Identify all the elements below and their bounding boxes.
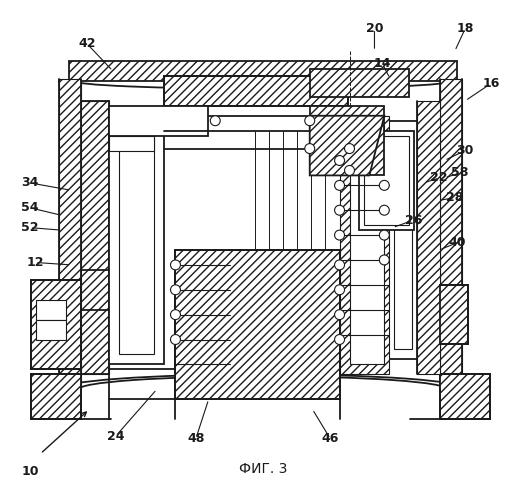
- Text: ФИГ. 3: ФИГ. 3: [239, 462, 287, 476]
- Bar: [309, 69, 409, 97]
- Text: 34: 34: [21, 176, 39, 190]
- Bar: [176, 250, 340, 399]
- Bar: [340, 116, 389, 374]
- Text: 28: 28: [446, 192, 464, 204]
- Circle shape: [334, 180, 344, 190]
- Circle shape: [170, 260, 180, 270]
- Circle shape: [210, 116, 220, 126]
- Bar: [109, 106, 208, 136]
- Text: 18: 18: [456, 22, 474, 35]
- Bar: [364, 136, 409, 225]
- Bar: [440, 374, 490, 419]
- Polygon shape: [309, 116, 384, 176]
- Text: 42: 42: [78, 37, 96, 50]
- Bar: [59, 79, 81, 387]
- Circle shape: [305, 116, 315, 126]
- Circle shape: [170, 310, 180, 320]
- Circle shape: [379, 230, 389, 240]
- Bar: [69, 61, 457, 81]
- Text: 54: 54: [21, 201, 39, 214]
- Bar: [31, 280, 81, 370]
- Bar: [36, 320, 66, 340]
- Text: 20: 20: [366, 22, 383, 35]
- Text: 12: 12: [27, 256, 44, 269]
- Text: 52: 52: [21, 221, 39, 234]
- Text: 14: 14: [374, 57, 391, 70]
- Circle shape: [334, 310, 344, 320]
- Circle shape: [170, 285, 180, 294]
- Circle shape: [334, 260, 344, 270]
- Circle shape: [305, 144, 315, 154]
- Text: 10: 10: [21, 465, 39, 478]
- Circle shape: [334, 230, 344, 240]
- Bar: [417, 101, 440, 374]
- Bar: [440, 285, 468, 344]
- Circle shape: [379, 255, 389, 265]
- Circle shape: [344, 166, 354, 175]
- Text: 58: 58: [451, 166, 469, 179]
- Text: 48: 48: [187, 432, 204, 446]
- Bar: [109, 136, 154, 150]
- Bar: [164, 76, 348, 106]
- Text: 46: 46: [322, 432, 339, 446]
- Bar: [440, 79, 462, 387]
- Bar: [394, 130, 412, 350]
- Circle shape: [334, 285, 344, 294]
- Circle shape: [334, 205, 344, 215]
- Text: 40: 40: [449, 236, 466, 249]
- Circle shape: [344, 144, 354, 154]
- Text: 26: 26: [405, 214, 422, 226]
- Bar: [109, 116, 164, 364]
- Circle shape: [379, 180, 389, 190]
- Circle shape: [379, 205, 389, 215]
- Bar: [36, 300, 66, 320]
- Text: 22: 22: [430, 172, 448, 184]
- Bar: [350, 126, 384, 364]
- Circle shape: [334, 334, 344, 344]
- Text: 16: 16: [482, 77, 500, 90]
- Circle shape: [334, 156, 344, 166]
- Bar: [119, 126, 154, 354]
- Bar: [389, 120, 417, 360]
- Circle shape: [170, 334, 180, 344]
- Bar: [81, 101, 109, 374]
- Bar: [31, 374, 81, 419]
- Polygon shape: [309, 106, 384, 176]
- Bar: [359, 130, 414, 230]
- Text: 30: 30: [456, 144, 474, 157]
- Text: 24: 24: [107, 430, 124, 443]
